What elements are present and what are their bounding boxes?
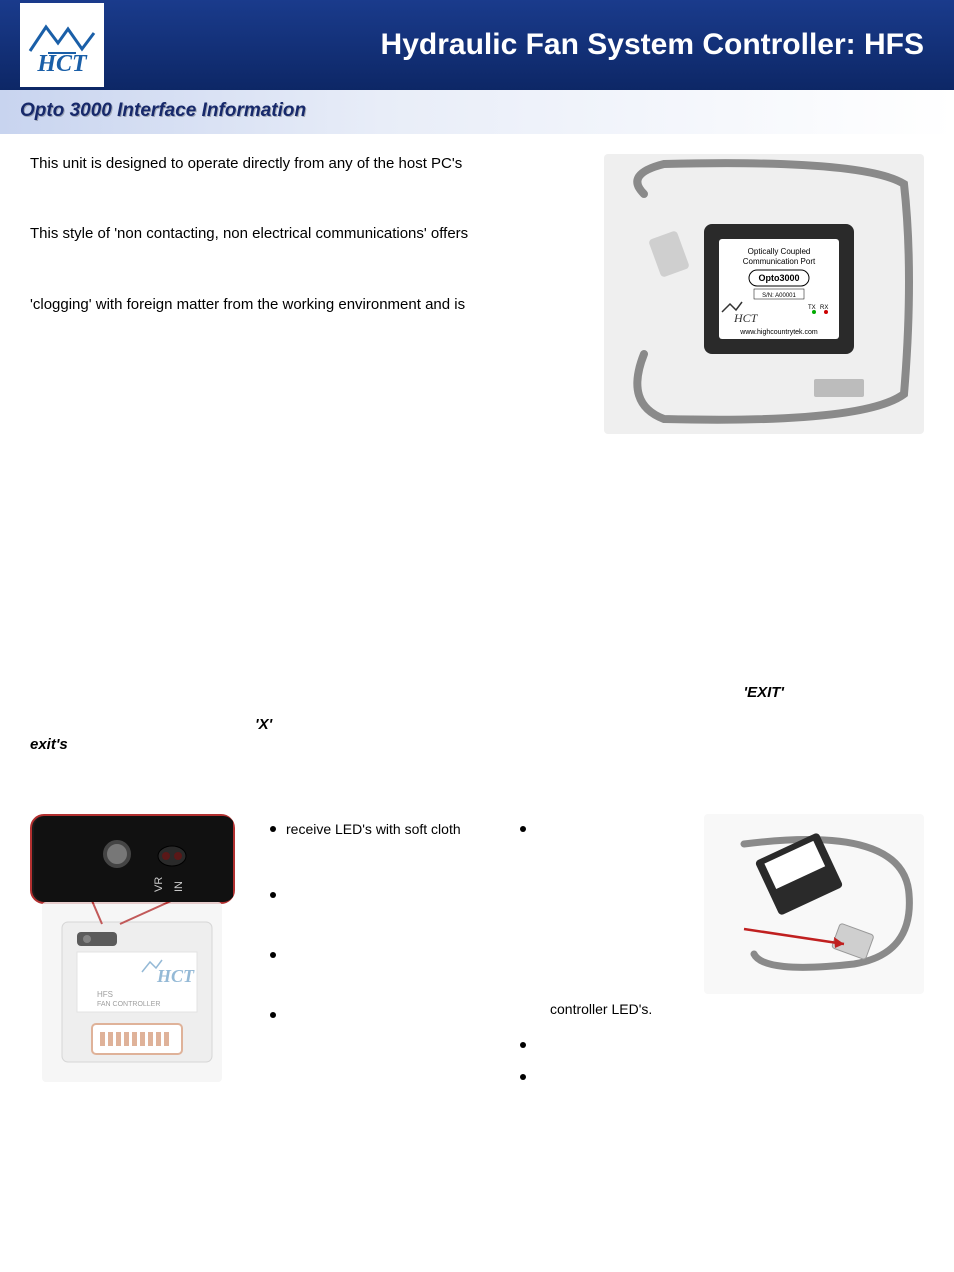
intro-block: This unit is designed to operate directl… [30, 154, 924, 454]
section-title: Opto 3000 Interface Information [20, 100, 934, 122]
intro-text: This unit is designed to operate directl… [30, 154, 580, 315]
page-title: Hydraulic Fan System Controller: HFS [381, 28, 924, 62]
bullet-icon [270, 826, 276, 832]
bullet-item [270, 886, 500, 898]
svg-text:RX: RX [820, 305, 828, 311]
logo: HCT [20, 3, 104, 87]
bullet-icon [270, 952, 276, 958]
svg-text:HFS: HFS [97, 990, 113, 999]
bullet-item [520, 1036, 750, 1048]
svg-text:www.highcountrytek.com: www.highcountrytek.com [739, 329, 818, 336]
led-closeup-icon: VR IN [32, 814, 233, 904]
opto3000-side-icon [704, 814, 924, 994]
opto3000-illustration-icon: Optically Coupled Communication Port Opt… [604, 154, 924, 434]
exits-label: exit's [30, 736, 68, 753]
svg-text:Optically Coupled: Optically Coupled [748, 247, 811, 256]
logo-text: HCT [36, 51, 88, 77]
subheader-bar: Opto 3000 Interface Information [0, 90, 954, 134]
bullet-text: receive LED's with soft cloth [286, 820, 461, 838]
svg-text:HCT: HCT [156, 966, 195, 986]
svg-text:HCT: HCT [733, 311, 759, 325]
controller-icon: HCT HFS FAN CONTROLLER [42, 902, 222, 1082]
bullet-icon [520, 1074, 526, 1080]
exit-label: 'EXIT' [744, 684, 784, 701]
intro-p3: 'clogging' with foreign matter from the … [30, 295, 580, 315]
svg-text:IN: IN [173, 881, 185, 892]
bullet-icon [520, 1042, 526, 1048]
svg-text:Opto3000: Opto3000 [758, 273, 799, 283]
svg-text:TX: TX [808, 305, 816, 311]
bullet-icon [520, 826, 526, 832]
svg-text:FAN CONTROLLER: FAN CONTROLLER [97, 1001, 160, 1008]
bullet-icon [270, 892, 276, 898]
bullet-item [270, 946, 500, 958]
bullet-item [520, 1068, 750, 1080]
intro-p1: This unit is designed to operate directl… [30, 154, 580, 174]
led-closeup-photo: VR IN [30, 814, 235, 904]
exit-x-row: 'EXIT' 'X' exit's [30, 684, 924, 734]
x-label: 'X' [255, 716, 272, 733]
svg-text:Communication Port: Communication Port [743, 257, 816, 266]
opto3000-photo-top: Optically Coupled Communication Port Opt… [604, 154, 924, 434]
bullet-item: receive LED's with soft cloth [270, 820, 500, 838]
controller-leds-text: controller LED's. [550, 1000, 750, 1018]
svg-text:VR: VR [153, 877, 165, 892]
bullet-icon [270, 1012, 276, 1018]
bullet-item [270, 1006, 500, 1018]
controller-faded-photo: HCT HFS FAN CONTROLLER [42, 902, 222, 1082]
hct-logo-icon: HCT [24, 7, 100, 83]
svg-text:S/N: A00001: S/N: A00001 [762, 293, 796, 299]
left-bullet-column: receive LED's with soft cloth [270, 814, 500, 1066]
header-bar: HCT Hydraulic Fan System Controller: HFS [0, 0, 954, 90]
opto3000-photo-side [704, 814, 924, 994]
intro-p2: This style of 'non contacting, non elect… [30, 224, 580, 244]
lower-block: VR IN HCT HFS FAN CONTROLLER [30, 814, 924, 1154]
left-image-stack: VR IN HCT HFS FAN CONTROLLER [30, 814, 235, 1082]
content-area: This unit is designed to operate directl… [0, 134, 954, 1154]
